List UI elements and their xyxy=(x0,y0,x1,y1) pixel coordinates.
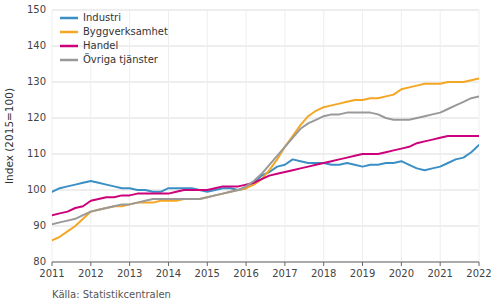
x-tick xyxy=(479,262,480,266)
x-tick xyxy=(129,262,130,266)
x-tick xyxy=(401,262,402,266)
x-tick-label: 2022 xyxy=(466,268,491,279)
x-grid-line xyxy=(362,10,363,262)
legend-item: Handel xyxy=(60,40,118,51)
x-tick-label: 2021 xyxy=(427,268,452,279)
x-tick-label: 2013 xyxy=(117,268,142,279)
x-tick-label: 2012 xyxy=(78,268,103,279)
x-tick xyxy=(440,262,441,266)
x-grid-line xyxy=(246,10,247,262)
x-grid-line xyxy=(129,10,130,262)
y-grid-line xyxy=(52,10,479,11)
legend: Industri Byggverksamhet Handel Övriga tjäns… xyxy=(60,12,168,65)
series-line xyxy=(52,78,479,240)
legend-swatch xyxy=(60,59,78,62)
x-tick xyxy=(168,262,169,266)
x-tick-label: 2020 xyxy=(389,268,414,279)
x-tick-label: 2017 xyxy=(272,268,297,279)
legend-item: Övriga tjänster xyxy=(60,53,159,65)
x-tick xyxy=(362,262,363,266)
series-line xyxy=(52,136,479,215)
y-tick-label: 90 xyxy=(33,220,46,231)
x-tick xyxy=(207,262,208,266)
legend-item: Byggverksamhet xyxy=(60,26,168,37)
x-tick xyxy=(323,262,324,266)
x-tick xyxy=(52,262,53,266)
x-tick-label: 2014 xyxy=(156,268,181,279)
x-tick-label: 2011 xyxy=(39,268,64,279)
x-tick-label: 2015 xyxy=(195,268,220,279)
y-tick-label: 100 xyxy=(27,184,46,195)
legend-swatch xyxy=(60,17,78,20)
x-tick-label: 2019 xyxy=(350,268,375,279)
source-note: Källa: Statistikcentralen xyxy=(52,289,171,300)
legend-label: Handel xyxy=(83,40,118,51)
legend-label: Övriga tjänster xyxy=(83,53,159,65)
legend-label: Byggverksamhet xyxy=(83,26,168,37)
y-tick-label: 120 xyxy=(27,112,46,123)
y-grid-line xyxy=(52,154,479,155)
y-grid-line xyxy=(52,226,479,227)
legend-item: Industri xyxy=(60,12,121,23)
x-grid-line xyxy=(323,10,324,262)
x-axis-line xyxy=(52,262,479,263)
x-grid-line xyxy=(168,10,169,262)
legend-swatch xyxy=(60,45,78,48)
y-tick-label: 150 xyxy=(27,4,46,15)
x-grid-line xyxy=(401,10,402,262)
y-tick-label: 110 xyxy=(27,148,46,159)
x-grid-line xyxy=(207,10,208,262)
y-axis-label: Index (2015=100) xyxy=(3,88,15,184)
y-tick-label: 140 xyxy=(27,40,46,51)
grid xyxy=(52,10,479,262)
x-grid-line xyxy=(284,10,285,262)
y-tick-label: 130 xyxy=(27,76,46,87)
chart: 80 90 100 110 120 130 140 150 2011 2012 2013 2014 20… xyxy=(0,0,493,304)
legend-label: Industri xyxy=(83,12,121,23)
x-tick xyxy=(246,262,247,266)
series-line xyxy=(52,96,479,224)
y-grid-line xyxy=(52,190,479,191)
series-lines xyxy=(52,78,479,240)
x-tick-label: 2016 xyxy=(233,268,258,279)
legend-swatch xyxy=(60,31,78,34)
x-tick xyxy=(90,262,91,266)
y-tick-label: 80 xyxy=(33,256,46,267)
y-grid-line xyxy=(52,262,479,263)
x-grid-line xyxy=(440,10,441,262)
x-tick-label: 2018 xyxy=(311,268,336,279)
x-tick xyxy=(284,262,285,266)
y-grid-line xyxy=(52,82,479,83)
